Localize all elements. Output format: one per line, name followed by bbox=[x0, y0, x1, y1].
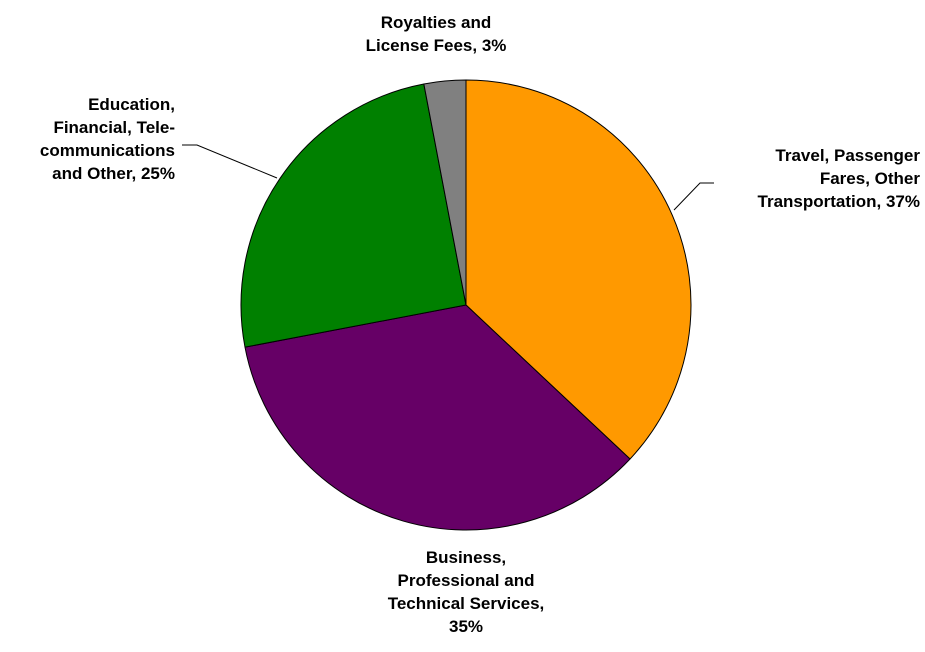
leader-line-travel bbox=[673, 182, 714, 211]
label-line: Travel, Passenger bbox=[775, 146, 920, 165]
label-line: License Fees, 3% bbox=[365, 36, 507, 55]
label-line: communications bbox=[39, 141, 175, 160]
slice-label-business: Business, Professional and Technical Ser… bbox=[346, 546, 586, 638]
slices-layer bbox=[240, 79, 692, 531]
slice-royalties bbox=[423, 79, 467, 306]
label-line: Fares, Other bbox=[819, 169, 920, 188]
slice-label-royalties: Royalties and License Fees, 3% bbox=[336, 11, 536, 57]
slice-label-travel: Travel, Passenger Fares, Other Transport… bbox=[758, 144, 920, 213]
slice-business bbox=[244, 304, 631, 531]
slice-label-education: Education, Financial, Tele- communicatio… bbox=[10, 93, 175, 185]
label-line: Education, bbox=[88, 95, 175, 114]
leader-lines bbox=[182, 144, 714, 211]
label-line: Financial, Tele- bbox=[53, 118, 175, 137]
label-line: and Other, 25% bbox=[52, 164, 175, 183]
label-line: 35% bbox=[448, 617, 484, 636]
label-line: Professional and bbox=[397, 571, 535, 590]
slice-education bbox=[240, 83, 467, 348]
label-line: Technical Services, bbox=[387, 594, 545, 613]
label-line: Transportation, 37% bbox=[757, 192, 920, 211]
label-line: Royalties and bbox=[380, 13, 492, 32]
slice-travel bbox=[465, 79, 692, 460]
leader-line-education bbox=[182, 144, 278, 179]
label-line: Business, bbox=[425, 548, 507, 567]
